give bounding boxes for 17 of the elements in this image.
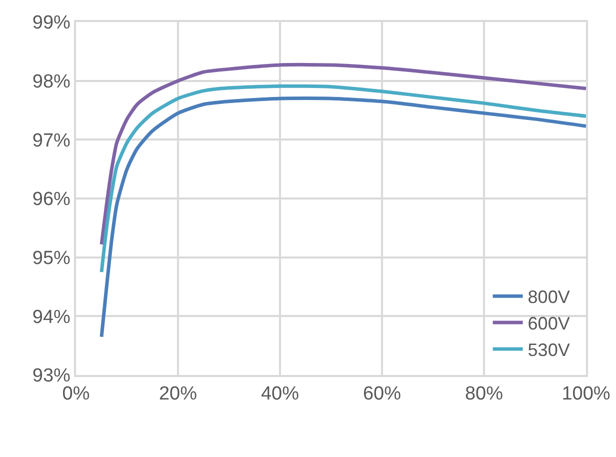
x-tick-label: 40% [260,384,300,405]
y-tick-label: 99% [32,12,71,34]
y-tick-label: 94% [32,306,71,328]
x-tick-label: 80% [464,384,504,405]
x-tick-label: 100% [562,384,610,405]
line-series [100,96,586,339]
y-tick-label: 95% [32,248,71,269]
line-series [100,62,586,246]
line-series [100,84,586,274]
x-tick-label: 20% [158,384,198,405]
legend-label: 530V [528,340,570,360]
y-tick-label: 96% [32,189,71,210]
legend-label: 800V [528,287,570,308]
y-tick-label: 97% [32,130,71,152]
x-tick-label: 60% [362,384,402,405]
y-tick-label: 98% [32,71,71,92]
legend-label: 600V [528,314,570,334]
